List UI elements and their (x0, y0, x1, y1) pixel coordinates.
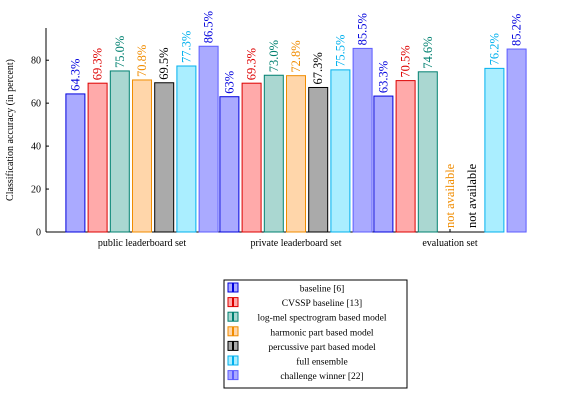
bar (286, 75, 306, 233)
data-label: 64.3% (68, 59, 82, 91)
x-tick-label: evaluation set (422, 238, 477, 249)
y-tick-label: 80 (31, 56, 41, 67)
bar (198, 45, 219, 233)
data-label: 85.5% (356, 13, 370, 45)
y-tick-label: 60 (31, 99, 41, 110)
legend-swatch (227, 355, 233, 366)
legend-swatch (227, 370, 233, 381)
bar (109, 70, 130, 233)
data-label: 77.3% (179, 31, 193, 63)
y-tick-label: 40 (31, 142, 41, 153)
x-tick-label: public leaderboard set (98, 238, 187, 249)
data-label: 70.8% (135, 45, 149, 77)
legend-label: challenge winner [22] (280, 372, 363, 382)
data-label: 63.3% (376, 61, 390, 93)
bar (352, 47, 373, 233)
data-label: 73.0% (267, 40, 281, 72)
data-label: 63% (222, 71, 236, 94)
y-axis-label: Classification accuracy (in percent) (5, 59, 16, 201)
legend-swatch (233, 297, 239, 308)
bar (308, 86, 329, 233)
legend-swatch (227, 282, 233, 293)
data-label: 76.2% (487, 33, 501, 65)
legend-swatch (233, 326, 239, 337)
data-label: 69.3% (91, 48, 105, 80)
legend-label: baseline [6] (300, 285, 345, 295)
legend-label: harmonic part based model (270, 328, 374, 338)
x-tick-label: private leaderboard set (250, 238, 341, 249)
data-label: 69.3% (245, 48, 259, 80)
legend-swatch (227, 340, 233, 351)
legend-label: CVSSP baseline [13] (282, 299, 362, 309)
data-label: 75.5% (333, 35, 347, 67)
data-label-not-available: not available (443, 163, 457, 228)
data-label: 69.5% (157, 47, 171, 79)
bar (263, 74, 284, 233)
y-tick-label: 20 (31, 185, 41, 196)
data-label: 75.0% (113, 36, 127, 68)
legend-swatch (233, 282, 239, 293)
legend-label: full ensemble (296, 357, 347, 368)
data-label: 70.5% (399, 45, 413, 77)
data-label: 86.5% (202, 11, 216, 43)
legend-label: percussive part based model (268, 343, 376, 353)
bar (219, 96, 240, 233)
bar (132, 79, 152, 233)
legend-swatch (227, 311, 233, 322)
legend-swatch (233, 355, 239, 366)
legend-label: log-mel spectrogram based model (257, 314, 386, 324)
legend-swatch (233, 370, 239, 381)
data-label: 74.6% (421, 37, 435, 69)
data-label: 72.8% (289, 40, 303, 72)
bar (87, 82, 108, 233)
legend-swatch (233, 340, 239, 351)
data-label: 85.2% (510, 14, 524, 46)
legend-swatch (233, 311, 239, 322)
bar (65, 93, 86, 233)
y-tick-label: 0 (36, 228, 41, 239)
bar (176, 65, 197, 233)
bar (484, 67, 505, 233)
legend-swatch (227, 326, 233, 337)
bar (373, 95, 394, 233)
bar (395, 80, 416, 233)
data-label-not-available: not available (465, 163, 479, 228)
bar (506, 48, 527, 233)
legend-swatch (227, 297, 233, 308)
bar (330, 69, 351, 233)
data-label: 67.3% (311, 52, 325, 84)
bar (241, 82, 262, 233)
legend-box (223, 279, 408, 389)
bar (154, 82, 175, 233)
bar (417, 71, 438, 233)
